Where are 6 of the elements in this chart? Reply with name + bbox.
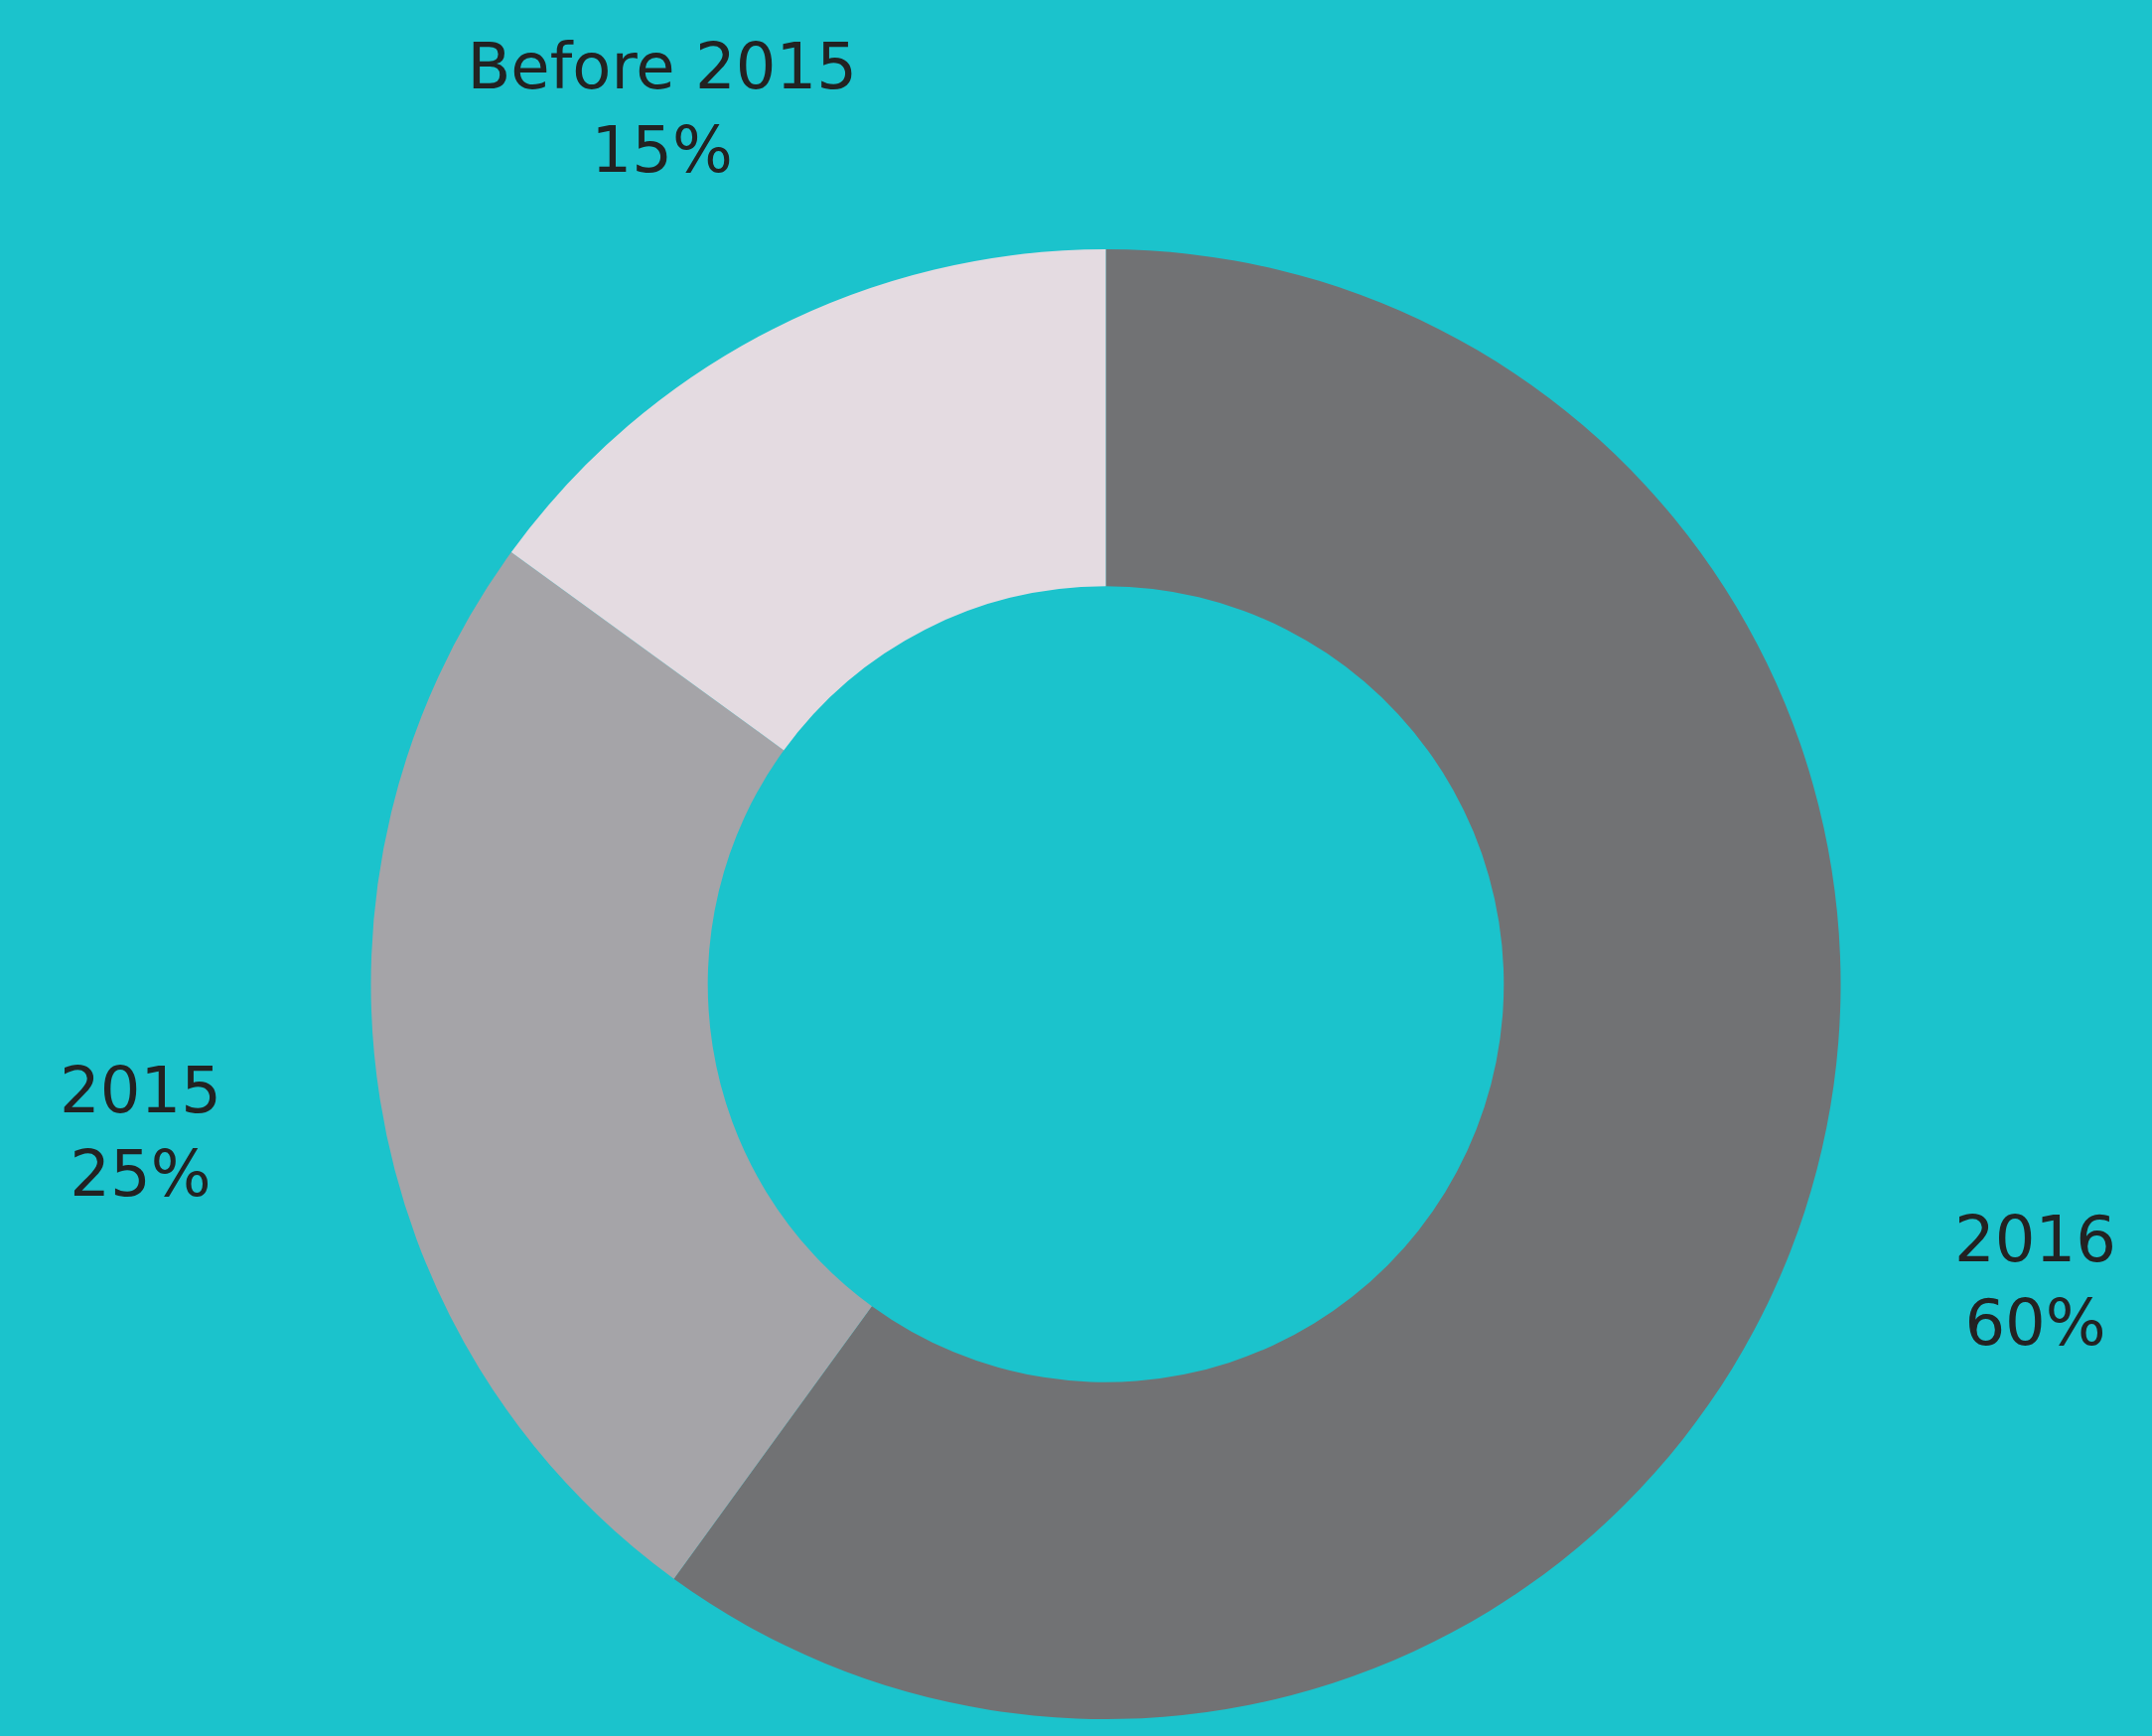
data-label: 15% <box>591 112 733 187</box>
slice-label: Before 2015 <box>467 29 857 103</box>
slice-label: 2016 <box>1954 1202 2116 1276</box>
slice-label: 2015 <box>59 1053 221 1127</box>
data-label: 25% <box>70 1136 212 1211</box>
data-label: 60% <box>1964 1285 2106 1360</box>
